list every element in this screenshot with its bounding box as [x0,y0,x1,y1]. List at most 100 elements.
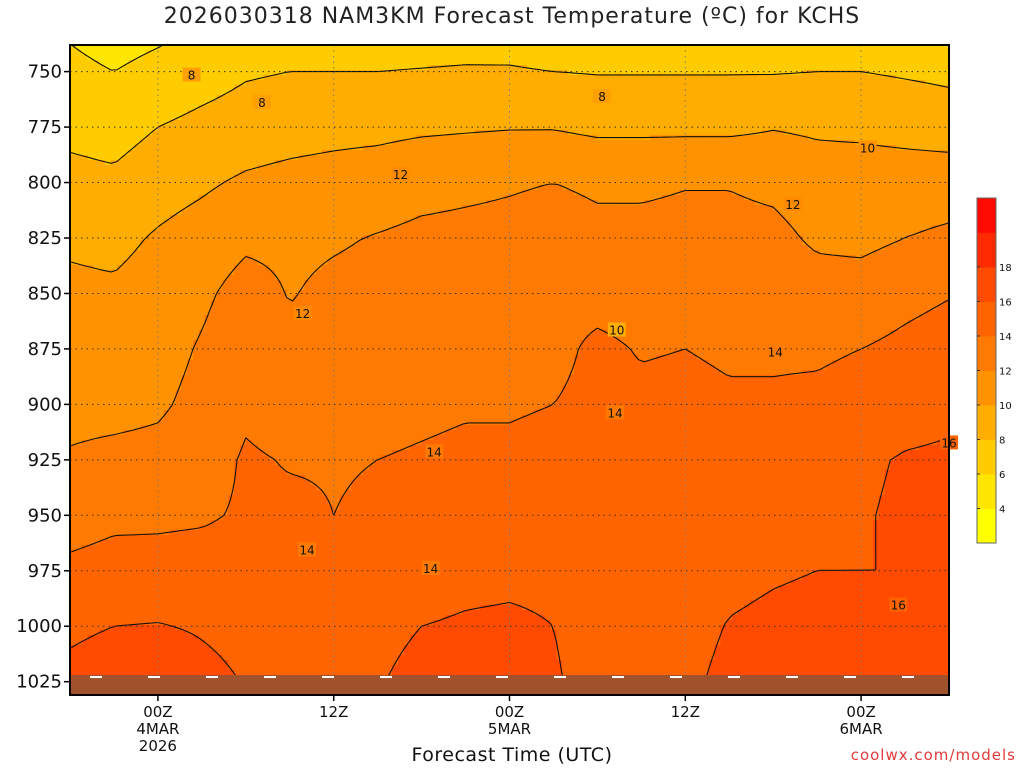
field-cell [286,60,294,66]
field-cell [784,45,792,51]
field-cell [198,50,206,56]
field-cell [474,50,481,56]
field-cell [802,165,809,171]
field-cell [292,70,300,76]
field-cell [907,135,915,141]
field-cell [445,95,452,101]
field-cell [169,50,177,56]
field-cell [532,170,540,176]
field-cell [222,110,229,116]
field-cell [421,55,429,61]
field-cell [222,100,229,106]
field-cell [415,175,423,181]
field-cell [702,160,710,166]
field-cell [902,60,909,66]
field-cell [855,180,862,186]
field-cell [404,70,411,76]
field-cell [697,130,704,136]
field-cell [269,110,276,116]
field-cell [532,50,540,56]
field-cell [228,120,235,126]
field-cell [321,170,329,176]
field-cell [497,200,505,206]
field-cell [626,165,634,171]
field-cell [755,85,763,91]
field-cell [931,80,938,86]
field-cell [673,110,681,116]
field-cell [404,180,411,186]
field-cell [515,165,522,171]
field-cell [456,190,464,196]
field-cell [480,145,487,151]
field-cell [75,200,83,206]
field-cell [398,160,405,166]
field-cell [339,140,347,146]
field-cell [796,175,804,181]
field-cell [421,115,429,121]
field-cell [896,90,903,96]
field-cell [796,105,804,111]
field-cell [380,120,388,126]
field-cell [843,125,850,131]
field-cell [714,125,722,131]
field-cell [251,160,259,166]
field-cell [585,175,593,181]
field-cell [925,120,933,126]
field-cell [732,125,739,131]
field-cell [439,70,446,76]
field-cell [333,90,341,96]
field-cell [855,120,862,126]
field-cell [140,50,147,56]
field-cell [480,185,487,191]
field-cell [515,160,522,166]
field-cell [896,125,903,131]
field-cell [198,75,206,81]
field-cell [714,190,722,196]
field-cell [81,105,89,111]
field-cell [808,105,815,111]
field-cell [878,105,886,111]
field-cell [87,165,95,171]
field-cell [609,90,616,96]
field-cell [333,75,341,81]
field-cell [738,205,745,211]
field-cell [755,195,763,201]
field-cell [415,110,423,116]
field-cell [866,185,874,191]
field-cell [937,95,944,101]
field-cell [263,70,270,76]
field-cell [890,80,897,86]
field-cell [198,45,206,51]
field-cell [497,105,505,111]
field-cell [269,55,276,61]
field-cell [321,115,329,121]
field-cell [409,150,417,156]
field-cell [239,60,247,66]
field-cell [597,180,604,186]
field-cell [732,65,739,71]
field-cell [357,50,364,56]
field-cell [386,190,393,196]
field-cell [222,210,229,216]
field-cell [872,120,880,126]
field-cell [527,195,534,201]
field-cell [562,155,569,161]
field-cell [99,45,106,51]
field-cell [661,190,669,196]
field-cell [538,110,546,116]
field-cell [913,190,921,196]
field-cell [462,190,470,196]
field-cell [919,195,927,201]
field-cell [239,210,247,216]
field-cell [866,50,874,56]
field-cell [685,75,692,81]
field-cell [509,140,516,146]
field-cell [931,45,938,51]
field-cell [814,190,821,196]
field-cell [509,50,516,56]
field-cell [820,175,827,181]
field-cell [749,105,757,111]
field-cell [280,80,288,86]
field-cell [779,205,786,211]
field-cell [884,135,891,141]
